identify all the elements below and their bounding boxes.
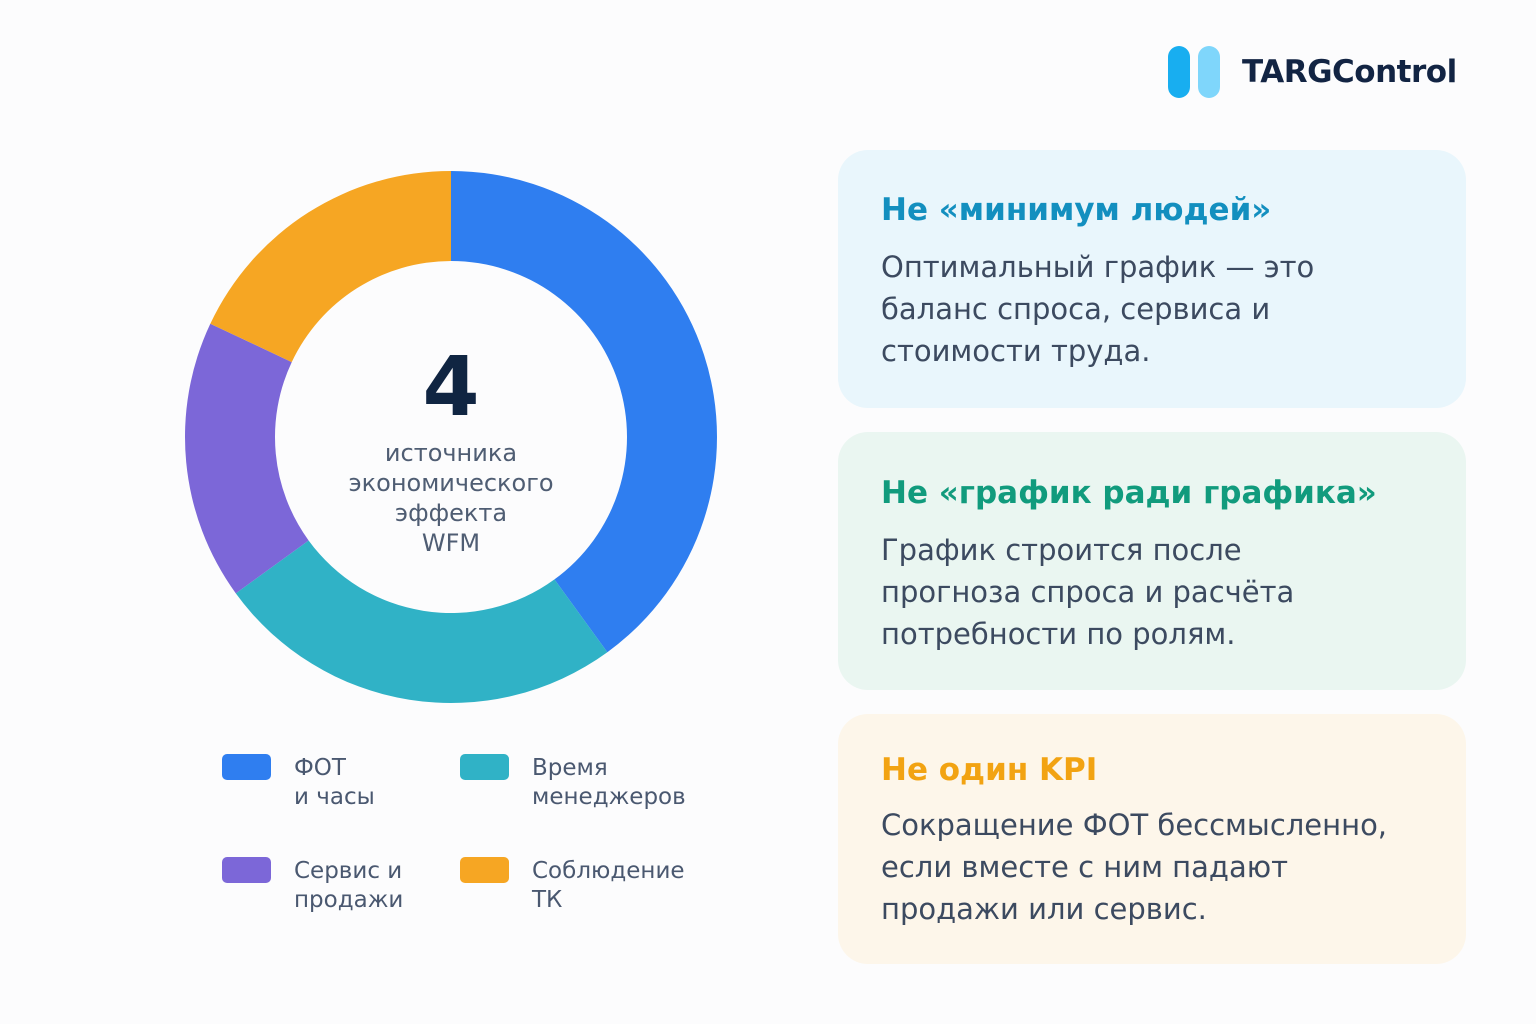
card-body-line: стоимости труда. bbox=[881, 334, 1151, 368]
card-body-line: потребности по ролям. bbox=[881, 617, 1236, 651]
card-body-line: баланс спроса, сервиса и bbox=[881, 292, 1271, 326]
legend-label-line: и часы bbox=[294, 784, 375, 810]
card-body-line: если вместе с ним падают bbox=[881, 850, 1289, 884]
card-title: Не «график ради графика» bbox=[881, 475, 1377, 511]
legend-label-line: ТК bbox=[532, 887, 563, 913]
legend-item-service-sales: Сервис и продажи bbox=[222, 857, 403, 915]
donut-segment-3 bbox=[185, 323, 309, 594]
legend-swatch bbox=[460, 857, 509, 883]
legend-label: Соблюдение ТК bbox=[532, 857, 685, 915]
logo-bar-left bbox=[1168, 46, 1190, 98]
center-caption-line: WFM bbox=[421, 529, 481, 557]
legend-label-line: продажи bbox=[294, 887, 404, 913]
center-caption-line: эффекта bbox=[394, 499, 508, 527]
logo-bar-right bbox=[1198, 46, 1220, 98]
card-body-line: График строится после bbox=[881, 533, 1242, 567]
legend-label-line: Сервис и bbox=[294, 858, 403, 884]
center-caption-line: экономического bbox=[348, 469, 554, 497]
donut-segment-1 bbox=[451, 171, 717, 653]
legend-label-line: Время bbox=[532, 755, 608, 781]
legend-item-fot: ФОТ и часы bbox=[222, 754, 375, 812]
legend-label-line: Соблюдение bbox=[532, 858, 685, 884]
legend-label: Время менеджеров bbox=[532, 754, 686, 812]
card-body: Оптимальный график — это баланс спроса, … bbox=[881, 246, 1314, 372]
card-body: Сокращение ФОТ бессмысленно, если вместе… bbox=[881, 804, 1387, 930]
legend-label-line: ФОТ bbox=[294, 755, 346, 781]
center-caption: источника экономического эффекта WFM bbox=[180, 438, 722, 558]
card-body-line: прогноза спроса и расчёта bbox=[881, 575, 1295, 609]
legend-swatch bbox=[222, 754, 271, 780]
center-caption-line: источника bbox=[384, 439, 518, 467]
card-body-line: Сокращение ФОТ бессмысленно, bbox=[881, 808, 1388, 842]
card-body-line: Оптимальный график — это bbox=[881, 250, 1315, 284]
card-body-line: продажи или сервис. bbox=[881, 892, 1207, 926]
donut-segment-4 bbox=[210, 170, 451, 363]
brand-logo: TARGControl bbox=[1168, 46, 1457, 98]
logo-mark-icon bbox=[1168, 46, 1220, 98]
legend-item-managers-time: Время менеджеров bbox=[460, 754, 686, 812]
donut-segment-2 bbox=[235, 540, 608, 703]
card-title: Не один KPI bbox=[881, 752, 1098, 788]
card-not-one-kpi: Не один KPI Сокращение ФОТ бессмысленно,… bbox=[838, 714, 1466, 964]
card-not-minimum-people: Не «минимум людей» Оптимальный график — … bbox=[838, 150, 1466, 408]
card-body: График строится после прогноза спроса и … bbox=[881, 529, 1294, 655]
legend-swatch bbox=[222, 857, 271, 883]
card-not-schedule-for-schedule: Не «график ради графика» График строится… bbox=[838, 432, 1466, 690]
legend-label-line: менеджеров bbox=[532, 784, 686, 810]
donut-chart: 4 источника экономического эффекта WFM bbox=[180, 166, 722, 708]
legend-label: ФОТ и часы bbox=[294, 754, 375, 812]
legend-item-labor-code: Соблюдение ТК bbox=[460, 857, 685, 915]
center-number: 4 bbox=[422, 340, 480, 435]
brand-name: TARGControl bbox=[1242, 54, 1457, 90]
card-title: Не «минимум людей» bbox=[881, 192, 1272, 228]
legend-label: Сервис и продажи bbox=[294, 857, 403, 915]
donut-chart-svg bbox=[185, 170, 717, 703]
legend-swatch bbox=[460, 754, 509, 780]
